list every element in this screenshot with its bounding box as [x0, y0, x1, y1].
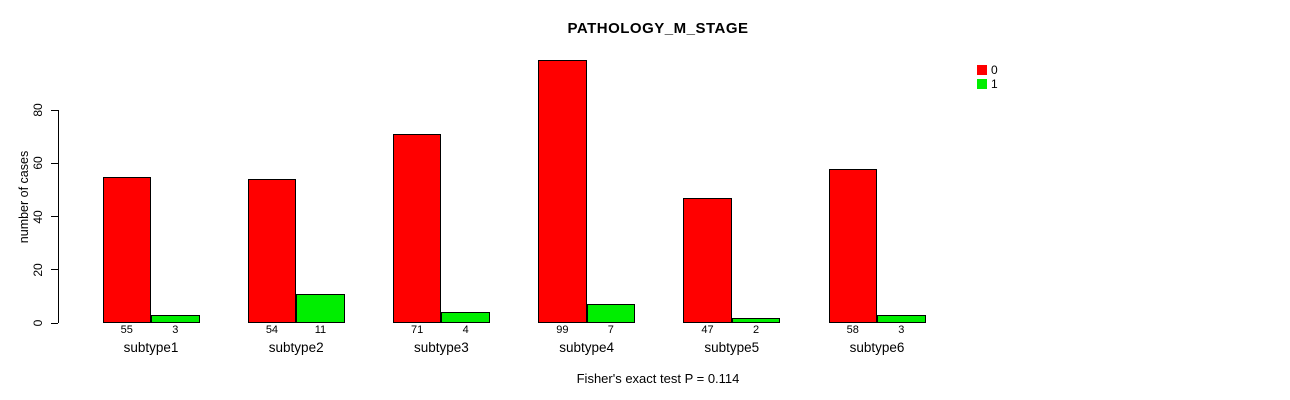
bar-value-label: 58 — [846, 324, 859, 336]
y-axis-label: number of cases — [17, 150, 31, 244]
y-tick-label: 0 — [31, 319, 45, 327]
x-category-label: subtype2 — [268, 340, 324, 355]
bar-value-label: 11 — [314, 324, 327, 336]
bar-subtype1-series-1 — [151, 315, 200, 323]
bar-value-label: 71 — [411, 324, 424, 336]
y-tick-label: 60 — [31, 156, 45, 171]
bar-value-label: 4 — [462, 324, 469, 336]
bar-subtype1-series-0 — [102, 176, 151, 323]
y-tick-mark — [51, 109, 58, 111]
bar-value-label: 3 — [898, 324, 905, 336]
bar-subtype2-series-1 — [296, 293, 345, 323]
bar-subtype5-series-1 — [731, 317, 781, 323]
legend-item: 1 — [977, 78, 998, 90]
bar-subtype2-series-0 — [247, 179, 297, 323]
y-tick-mark — [51, 216, 58, 218]
x-category-label: subtype1 — [123, 340, 179, 355]
bar-value-label: 99 — [556, 324, 569, 336]
bar-subtype3-series-0 — [392, 134, 442, 323]
bar-subtype3-series-1 — [441, 312, 490, 323]
bar-value-label: 55 — [120, 324, 133, 336]
legend-swatch-0 — [977, 65, 987, 75]
y-axis-line — [58, 110, 59, 323]
bar-value-label: 7 — [607, 324, 614, 336]
legend-label: 1 — [991, 77, 998, 91]
legend-swatch-1 — [977, 79, 987, 89]
y-tick-mark — [51, 162, 58, 164]
y-tick-label: 80 — [31, 103, 45, 117]
y-tick-label: 40 — [31, 209, 45, 224]
chart-title: PATHOLOGY_M_STAGE — [567, 20, 749, 37]
y-tick-label: 20 — [31, 263, 45, 277]
bar-subtype4-series-0 — [538, 59, 587, 323]
bar-value-label: 54 — [265, 324, 279, 336]
y-tick-mark — [51, 269, 58, 271]
bar-value-label: 47 — [701, 324, 714, 336]
x-category-label: subtype6 — [849, 340, 905, 355]
bar-subtype4-series-1 — [586, 304, 636, 323]
bar-value-label: 2 — [752, 324, 760, 336]
y-tick-mark — [51, 322, 58, 324]
x-category-label: subtype4 — [559, 340, 614, 355]
bar-subtype5-series-0 — [683, 198, 732, 323]
x-category-label: subtype5 — [704, 340, 760, 355]
bar-subtype6-series-1 — [877, 315, 926, 323]
bar-value-label: 3 — [172, 324, 179, 336]
annotation-text: Fisher's exact test P = 0.114 — [576, 371, 740, 386]
legend-label: 0 — [991, 63, 998, 77]
legend-item: 0 — [977, 64, 998, 76]
bar-subtype6-series-0 — [828, 168, 877, 323]
x-category-label: subtype3 — [413, 340, 469, 355]
